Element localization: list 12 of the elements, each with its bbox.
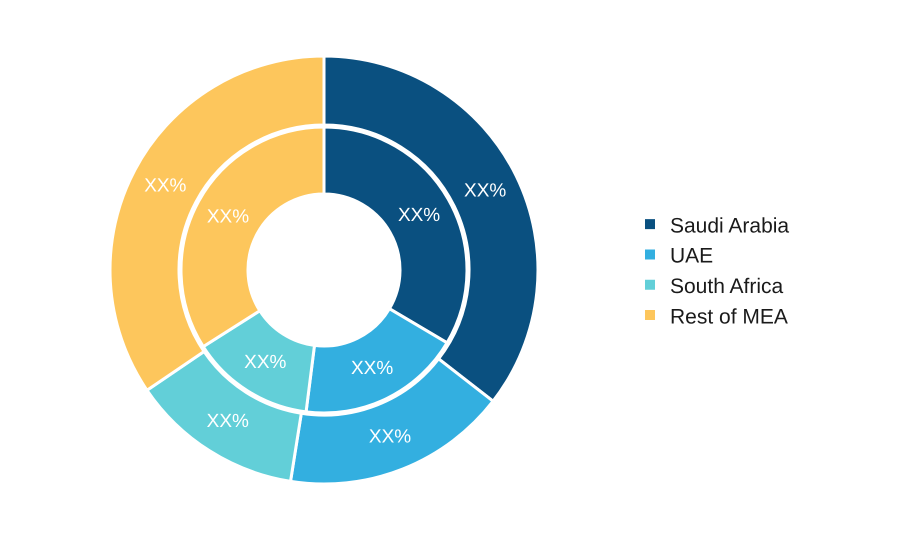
data-label: XX% bbox=[206, 411, 249, 432]
data-label: XX% bbox=[351, 358, 394, 379]
legend-label: South Africa bbox=[670, 274, 784, 298]
legend-label: Rest of MEA bbox=[670, 305, 788, 328]
data-label: XX% bbox=[368, 426, 412, 448]
data-label: XX% bbox=[144, 176, 187, 197]
legend-label: UAE bbox=[670, 244, 714, 268]
data-label: XX% bbox=[244, 352, 286, 373]
data-label: XX% bbox=[398, 205, 440, 226]
legend-label: Saudi Arabia bbox=[670, 214, 790, 238]
data-label: XX% bbox=[464, 180, 506, 202]
data-label: XX% bbox=[206, 206, 250, 228]
